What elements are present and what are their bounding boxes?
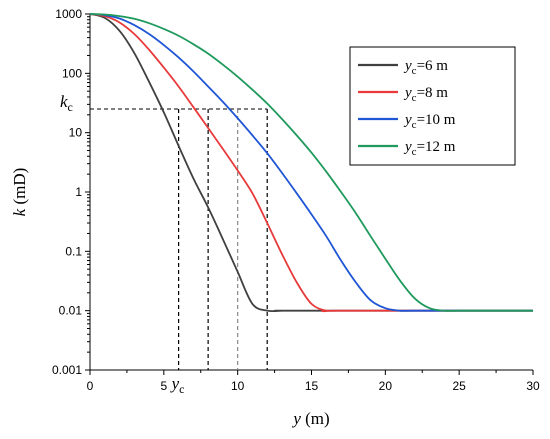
y-tick-label: 10 <box>69 126 83 140</box>
y-tick-label: 0.01 <box>59 304 83 318</box>
y-tick-label: 1 <box>75 185 82 199</box>
series-line <box>89 13 533 312</box>
x-tick-label: 15 <box>305 379 319 393</box>
x-tick-label: 30 <box>526 379 540 393</box>
series-line <box>89 13 533 313</box>
x-tick-label: 25 <box>452 379 466 393</box>
x-tick-label: 5 <box>160 379 167 393</box>
legend: yc=6 m yc=8 m yc=10 m yc=12 m <box>349 46 516 166</box>
y-tick-label: 100 <box>62 66 82 80</box>
y-axis-title-unit: (mD) <box>10 168 29 205</box>
x-tick-label: 0 <box>87 379 94 393</box>
y-tick-label: 1000 <box>55 7 82 21</box>
x-axis-title-var: y <box>291 409 301 428</box>
y-axis-title-var: k <box>10 208 29 216</box>
x-tick-label: 20 <box>379 379 393 393</box>
plot-lines <box>89 13 533 313</box>
axes: 0 5 10 15 20 25 30 0.001 0.01 0.1 1 10 100 1000 <box>52 7 540 393</box>
series-line <box>89 13 533 312</box>
x-tick-label: 10 <box>231 379 245 393</box>
legend-label: yc=6 m <box>403 58 448 77</box>
y-tick-label: 0.1 <box>65 244 82 258</box>
yc-label: yc <box>170 374 185 396</box>
axis-titles: y (m) k (mD) kc yc <box>10 92 330 428</box>
x-axis-title: y (m) <box>291 409 329 428</box>
y-tick-label: 0.001 <box>52 363 82 377</box>
legend-label: yc=8 m <box>403 85 448 104</box>
legend-label: yc=10 m <box>403 112 456 131</box>
y-axis-title: k (mD) <box>10 168 29 217</box>
kc-label: kc <box>60 92 73 114</box>
guide-lines <box>90 108 268 370</box>
series-line <box>89 13 533 313</box>
x-axis-title-unit: (m) <box>305 409 330 428</box>
legend-label: yc=12 m <box>403 139 456 158</box>
